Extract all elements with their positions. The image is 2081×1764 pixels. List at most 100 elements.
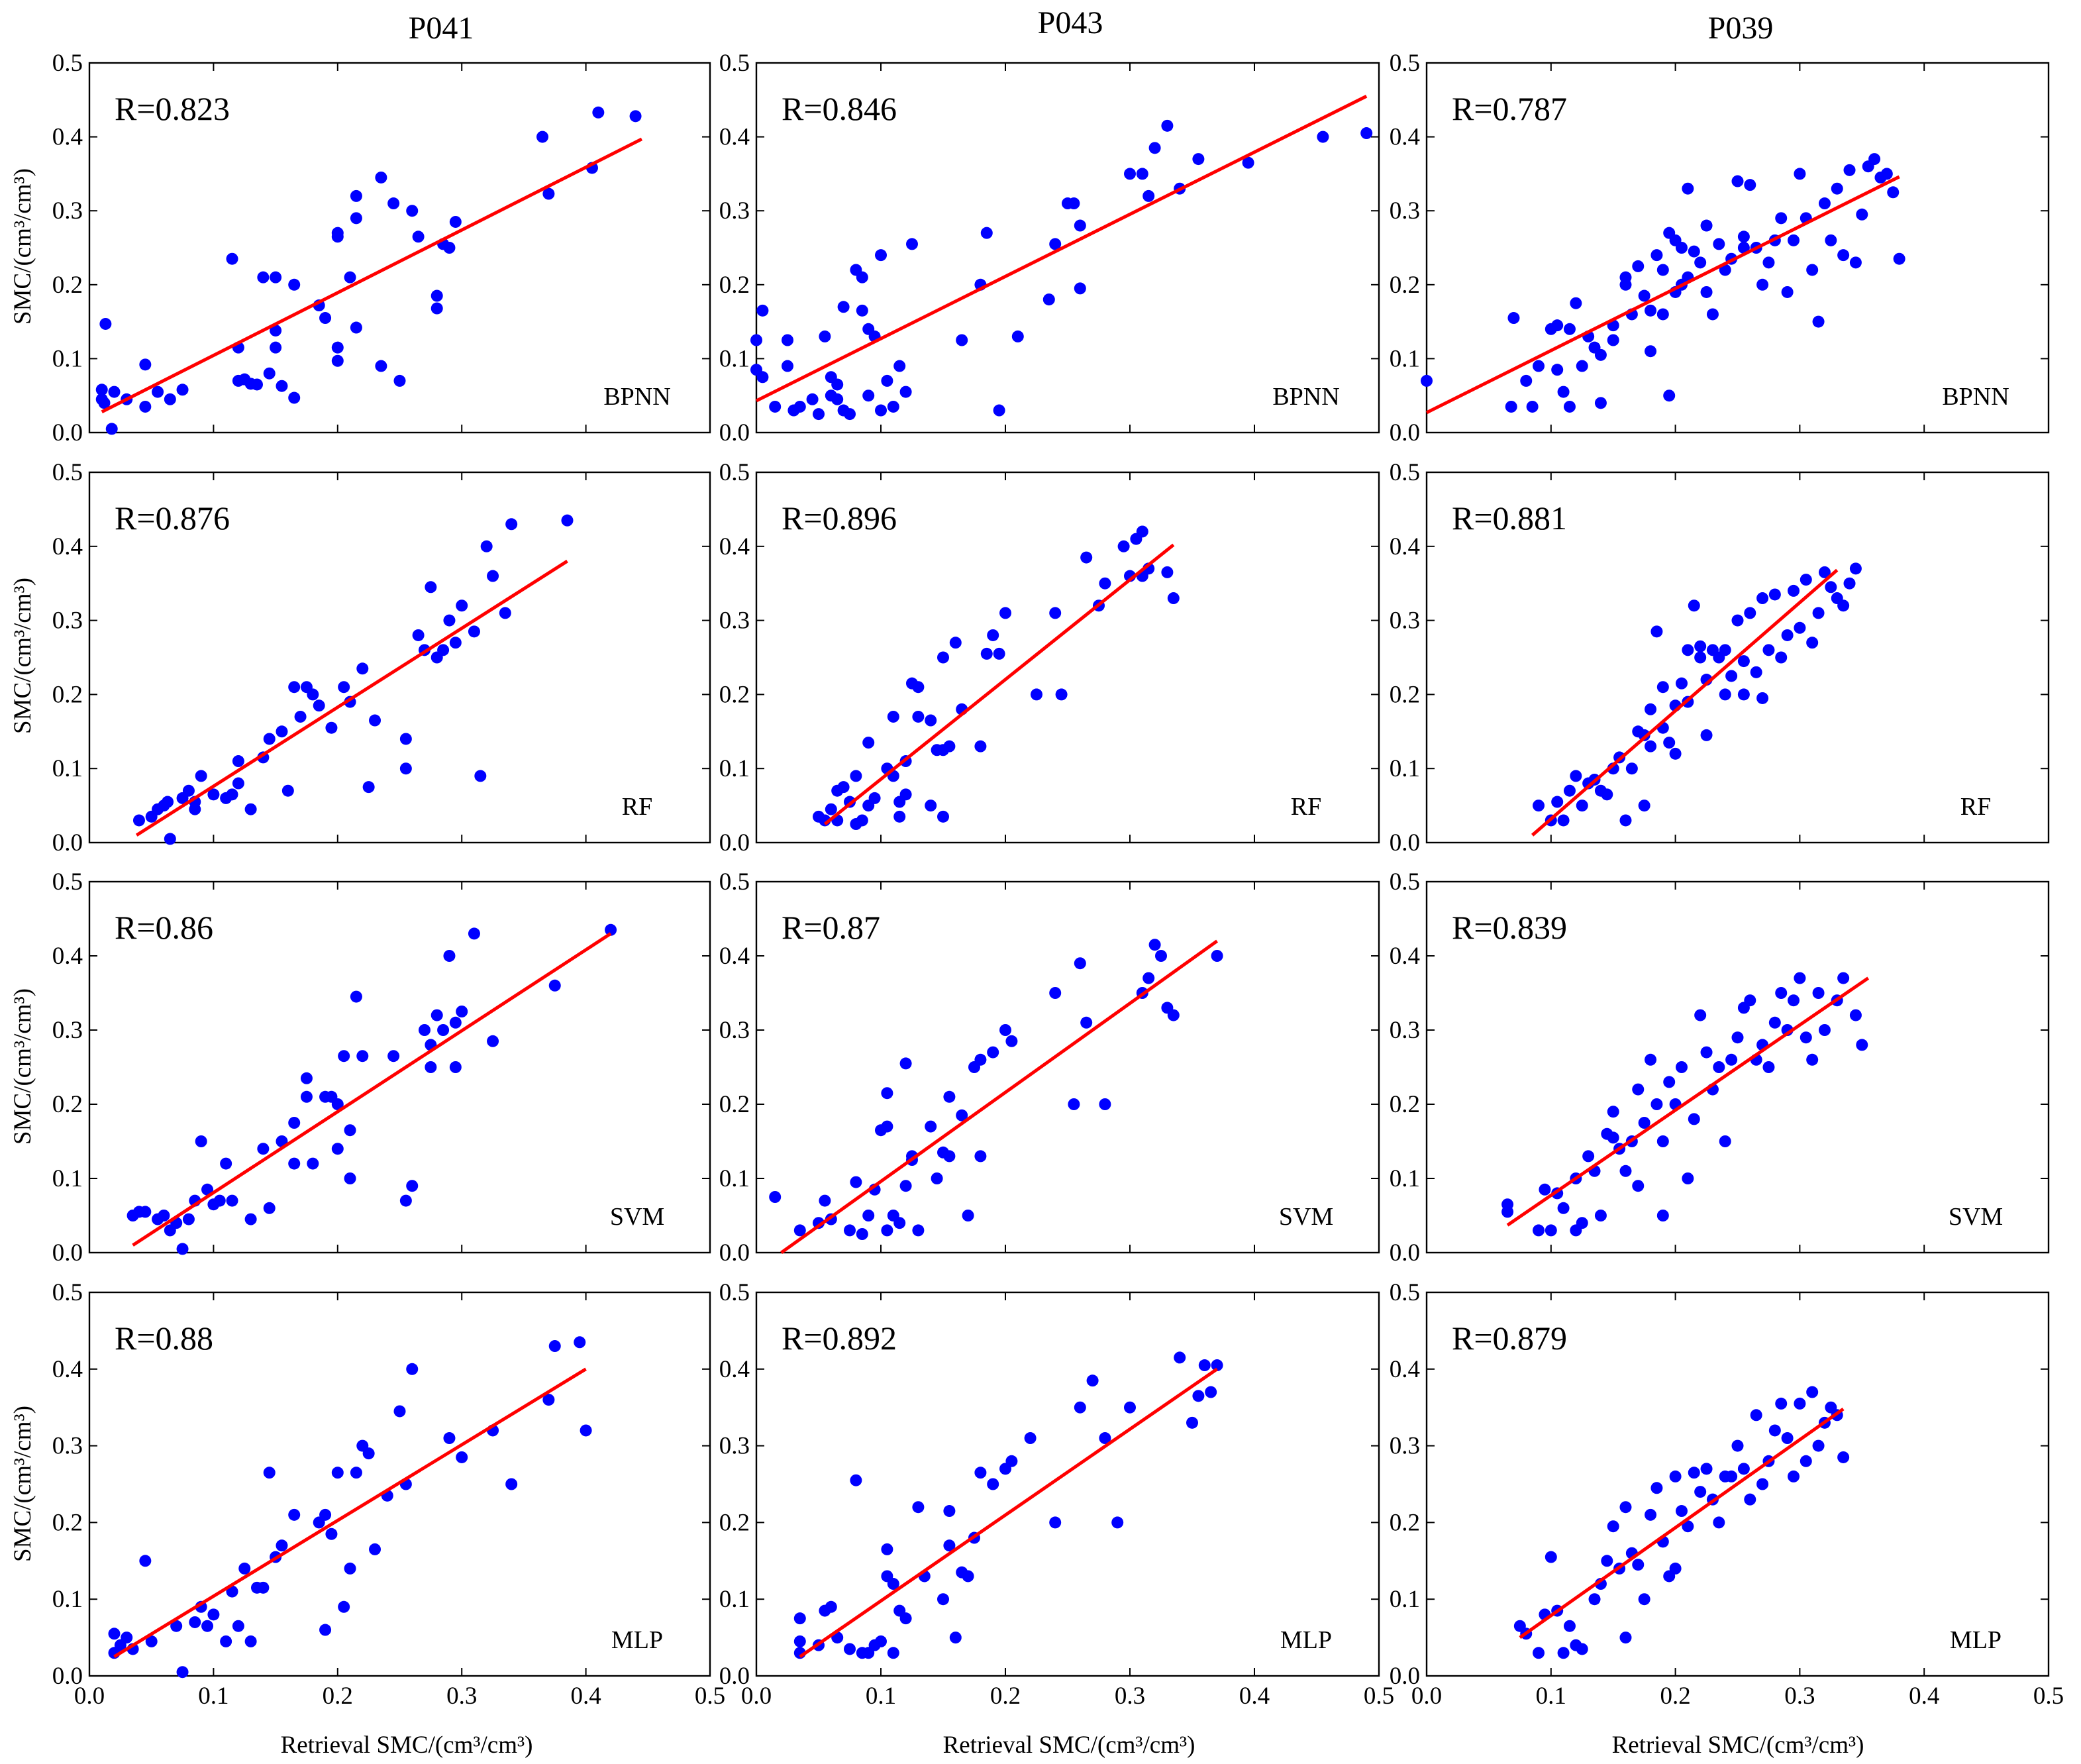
data-point bbox=[548, 1340, 561, 1353]
data-point bbox=[263, 733, 276, 745]
data-point bbox=[449, 637, 462, 649]
data-point bbox=[937, 651, 949, 664]
data-point bbox=[431, 1009, 443, 1021]
x-tick-label: 0.3 bbox=[446, 1683, 477, 1710]
data-point bbox=[793, 400, 806, 413]
data-point bbox=[1005, 1455, 1018, 1467]
data-point bbox=[1551, 796, 1564, 808]
data-point bbox=[536, 130, 549, 143]
data-point bbox=[1856, 208, 1868, 221]
y-tick-label: 0.4 bbox=[719, 1356, 750, 1383]
model-label: RF bbox=[1960, 793, 1991, 821]
data-point bbox=[1843, 577, 1856, 590]
data-point bbox=[1594, 1210, 1607, 1221]
data-point bbox=[325, 1528, 338, 1540]
data-point bbox=[1812, 1439, 1825, 1452]
data-point bbox=[431, 289, 443, 302]
data-point bbox=[338, 681, 350, 694]
y-tick-label: 0.0 bbox=[52, 829, 83, 856]
panel-p041-mlp: 0.0 0.1 0.2 0.3 0.4 0.5 0.0 0.1 0.2 0.3 0.4 0.5 R=0.… bbox=[52, 1279, 725, 1710]
y-axis-label-row3: SMC/(cm³/cm³) bbox=[9, 988, 36, 1145]
data-point bbox=[1576, 1217, 1588, 1229]
data-point bbox=[1694, 1009, 1707, 1021]
data-point bbox=[1744, 994, 1756, 1007]
data-point bbox=[226, 788, 238, 801]
y-tick-label: 0.0 bbox=[52, 419, 83, 446]
data-point bbox=[875, 1635, 887, 1647]
data-point bbox=[1713, 1061, 1725, 1073]
y-tick-label: 0.1 bbox=[1390, 345, 1420, 372]
data-point bbox=[1505, 400, 1517, 413]
data-point bbox=[1563, 323, 1576, 335]
data-point bbox=[307, 688, 319, 701]
y-tick-label: 0.2 bbox=[1390, 681, 1420, 708]
data-point bbox=[1074, 1401, 1086, 1414]
data-point bbox=[270, 271, 282, 284]
panel-p043-svm: 0.0 0.1 0.2 0.3 0.4 0.5 R=0.87 SVM bbox=[719, 868, 1380, 1267]
y-tick-label: 0.4 bbox=[52, 124, 83, 151]
data-point bbox=[319, 312, 332, 325]
data-point bbox=[270, 324, 282, 337]
data-point bbox=[443, 950, 456, 962]
data-point bbox=[1656, 681, 1669, 694]
plot-frame bbox=[755, 1291, 1380, 1677]
data-point bbox=[139, 1206, 152, 1218]
y-tick-label: 0.1 bbox=[52, 1586, 83, 1613]
data-point bbox=[1682, 182, 1694, 195]
data-point bbox=[1762, 256, 1775, 269]
data-point bbox=[1557, 814, 1570, 827]
data-point bbox=[1024, 1432, 1037, 1445]
x-tick-label: 0.5 bbox=[695, 1683, 725, 1710]
model-label: RF bbox=[622, 793, 652, 821]
panel-p039-bpnn: 0.0 0.1 0.2 0.3 0.4 0.5 R=0.787 BPNN bbox=[1390, 50, 2050, 446]
data-point bbox=[806, 393, 819, 405]
y-tick-label: 0.1 bbox=[719, 1165, 750, 1192]
data-point bbox=[356, 662, 369, 675]
data-point bbox=[369, 1543, 381, 1555]
data-point bbox=[1074, 219, 1086, 232]
data-point bbox=[263, 1467, 276, 1479]
data-point bbox=[943, 1090, 956, 1103]
data-point bbox=[164, 393, 176, 405]
y-tick-label: 0.4 bbox=[52, 1356, 83, 1383]
y-tick-label: 0.0 bbox=[719, 1239, 750, 1267]
y-tick-label: 0.2 bbox=[1390, 1091, 1420, 1118]
data-point bbox=[1756, 1478, 1769, 1490]
data-point bbox=[1049, 1516, 1062, 1529]
data-point bbox=[1192, 1390, 1205, 1402]
regression-line bbox=[101, 137, 643, 413]
data-point bbox=[132, 814, 145, 827]
data-point bbox=[387, 1050, 400, 1063]
data-point bbox=[443, 242, 456, 254]
data-point bbox=[362, 1447, 375, 1460]
data-point bbox=[887, 400, 899, 413]
data-point bbox=[474, 770, 487, 782]
data-point bbox=[1124, 1401, 1136, 1414]
data-point bbox=[1049, 607, 1062, 619]
data-point bbox=[931, 1172, 943, 1184]
data-point bbox=[893, 360, 906, 372]
data-point bbox=[1675, 1061, 1688, 1073]
data-point bbox=[1788, 234, 1800, 246]
y-tick-label: 0.3 bbox=[719, 607, 750, 635]
data-point bbox=[875, 404, 887, 417]
data-point bbox=[1607, 1131, 1619, 1144]
y-tick-label: 0.0 bbox=[1390, 829, 1420, 856]
data-point bbox=[1645, 345, 1657, 358]
data-point bbox=[1768, 588, 1781, 601]
data-point bbox=[943, 1539, 956, 1552]
data-point bbox=[561, 514, 574, 527]
y-tick-label: 0.3 bbox=[719, 197, 750, 225]
data-point bbox=[1663, 389, 1676, 402]
data-point bbox=[1607, 1520, 1619, 1533]
data-point bbox=[331, 354, 344, 367]
data-point bbox=[548, 979, 561, 992]
data-point bbox=[974, 1150, 987, 1163]
y-tick-label: 0.1 bbox=[1390, 1165, 1420, 1192]
data-point bbox=[1205, 1386, 1217, 1398]
regression-line bbox=[1519, 1407, 1845, 1639]
data-point bbox=[437, 644, 450, 656]
data-point bbox=[912, 1501, 925, 1514]
data-point bbox=[856, 814, 868, 827]
